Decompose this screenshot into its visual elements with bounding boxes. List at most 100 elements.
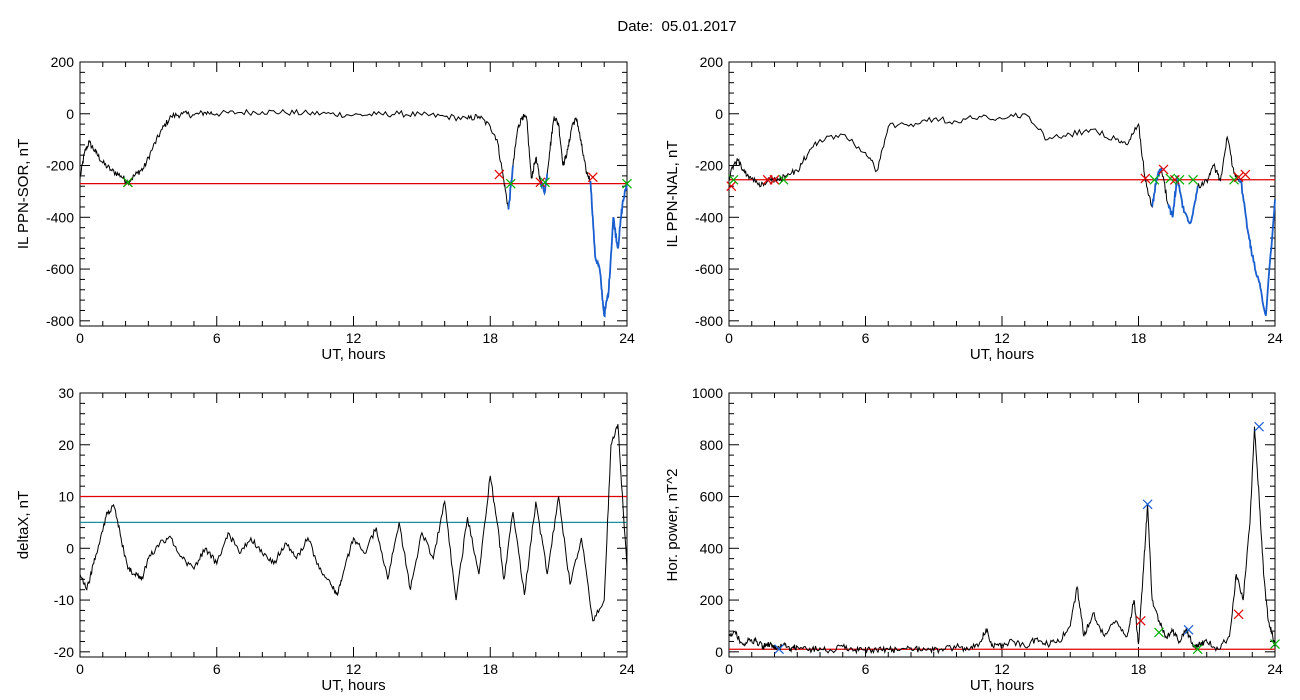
- y-tick-label: -600: [46, 261, 74, 277]
- marker-stroke: [494, 169, 505, 180]
- chart-panel-4: 0 6 12 18 24 0 200 400 600 800 1000 UT, hours Hor. p…: [664, 385, 1283, 694]
- y-tick-label: 30: [58, 385, 74, 401]
- event-marker: [505, 178, 516, 189]
- y-tick-label: 1000: [692, 385, 723, 401]
- event-marker: [778, 174, 789, 185]
- y-tick-label: 0: [66, 106, 74, 122]
- event-marker: [1135, 615, 1146, 626]
- x-tick-label: 18: [1131, 330, 1147, 346]
- highlighted-segment: [1238, 177, 1276, 316]
- plot-frame: [728, 392, 1276, 658]
- x-tick-label: 6: [213, 330, 221, 346]
- event-marker: [1142, 499, 1153, 510]
- event-marker: [1169, 174, 1180, 185]
- marker-stroke: [1135, 615, 1146, 626]
- event-marker: [494, 169, 505, 180]
- y-tick-label: 400: [700, 540, 724, 556]
- marker-stroke: [505, 178, 516, 189]
- y-tick-label: -400: [695, 209, 723, 225]
- event-marker: [587, 172, 598, 183]
- marker-stroke: [1270, 639, 1280, 649]
- marker-stroke: [122, 177, 133, 188]
- event-marker: [1154, 627, 1164, 638]
- marker-stroke: [778, 174, 789, 185]
- marker-stroke: [1233, 609, 1244, 620]
- data-series-line: [728, 426, 1276, 655]
- x-tick-label: 24: [619, 661, 635, 677]
- x-tick-label: 12: [994, 661, 1010, 677]
- y-tick-label: 200: [700, 54, 724, 70]
- data-series-line: [79, 108, 628, 318]
- y-tick-label: -200: [46, 158, 74, 174]
- data-series-line: [79, 424, 628, 622]
- event-marker: [1158, 164, 1169, 175]
- marker-stroke: [1183, 624, 1194, 635]
- event-marker: [1174, 174, 1185, 185]
- y-tick-label: -800: [46, 313, 74, 329]
- marker-stroke: [1165, 173, 1176, 184]
- x-tick-label: 6: [862, 330, 870, 346]
- x-tick-label: 24: [1267, 661, 1283, 677]
- marker-stroke: [728, 174, 739, 185]
- marker-stroke: [1188, 174, 1199, 185]
- marker-stroke: [1154, 627, 1164, 638]
- highlighted-segment: [1167, 175, 1199, 225]
- event-marker: [1233, 172, 1244, 183]
- marker-stroke: [1149, 174, 1160, 185]
- y-axis-label: Hor. power, nT^2: [664, 469, 681, 582]
- x-tick-label: 0: [725, 330, 733, 346]
- marker-stroke: [726, 181, 737, 192]
- y-tick-label: 200: [700, 592, 724, 608]
- marker-stroke: [774, 644, 784, 655]
- marker-stroke: [1140, 173, 1151, 184]
- marker-stroke: [1240, 169, 1251, 180]
- event-marker: [535, 177, 546, 188]
- event-marker: [122, 177, 133, 188]
- highlighted-segment: [1151, 167, 1163, 207]
- y-tick-label: -800: [695, 313, 723, 329]
- marker-stroke: [587, 172, 598, 183]
- x-tick-label: 18: [482, 330, 498, 346]
- y-tick-label: 0: [715, 106, 723, 122]
- y-tick-label: 200: [51, 54, 75, 70]
- marker-stroke: [1192, 644, 1203, 655]
- y-tick-label: 0: [66, 540, 74, 556]
- x-axis-label: UT, hours: [321, 346, 385, 363]
- x-tick-label: 24: [1267, 330, 1283, 346]
- event-marker: [1183, 624, 1194, 635]
- event-marker: [1233, 609, 1244, 620]
- highlighted-segment: [507, 165, 514, 210]
- event-marker: [769, 174, 780, 185]
- x-tick-label: 24: [619, 330, 635, 346]
- x-tick-label: 0: [725, 661, 733, 677]
- event-marker: [1140, 173, 1151, 184]
- y-axis-label: IL PPN-SOR, nT: [15, 139, 32, 249]
- marker-stroke: [1158, 164, 1169, 175]
- marker-stroke: [535, 177, 546, 188]
- x-tick-label: 0: [76, 330, 84, 346]
- x-axis-label: UT, hours: [970, 346, 1034, 363]
- x-tick-label: 12: [994, 330, 1010, 346]
- chart-panel-2: 0 6 12 18 24 -800 -600 -400 -200 0 200 UT, hours IL …: [664, 54, 1283, 363]
- event-marker: [774, 644, 784, 655]
- y-tick-label: -20: [54, 644, 74, 660]
- marker-stroke: [1142, 499, 1153, 510]
- y-tick-label: -10: [54, 592, 74, 608]
- y-tick-label: 600: [700, 489, 724, 505]
- marker-stroke: [540, 177, 550, 188]
- event-marker: [1240, 169, 1251, 180]
- plot-frame: [728, 61, 1276, 327]
- y-tick-label: -400: [46, 209, 74, 225]
- data-series-line: [728, 112, 1276, 316]
- x-tick-label: 0: [76, 661, 84, 677]
- figure-title: Date: 05.01.2017: [617, 18, 737, 35]
- y-axis-label: IL PPN-NAL, nT: [664, 141, 681, 248]
- event-marker: [1188, 174, 1199, 185]
- y-axis-label: deltaX, nT: [15, 491, 32, 559]
- plot-frame: [79, 392, 628, 658]
- x-axis-label: UT, hours: [970, 677, 1034, 694]
- event-marker: [1229, 174, 1239, 185]
- chart-panel-3: 0 6 12 18 24 -20 -10 0 10 20 30 UT, hours deltaX, nT: [15, 385, 635, 694]
- marker-stroke: [622, 178, 632, 189]
